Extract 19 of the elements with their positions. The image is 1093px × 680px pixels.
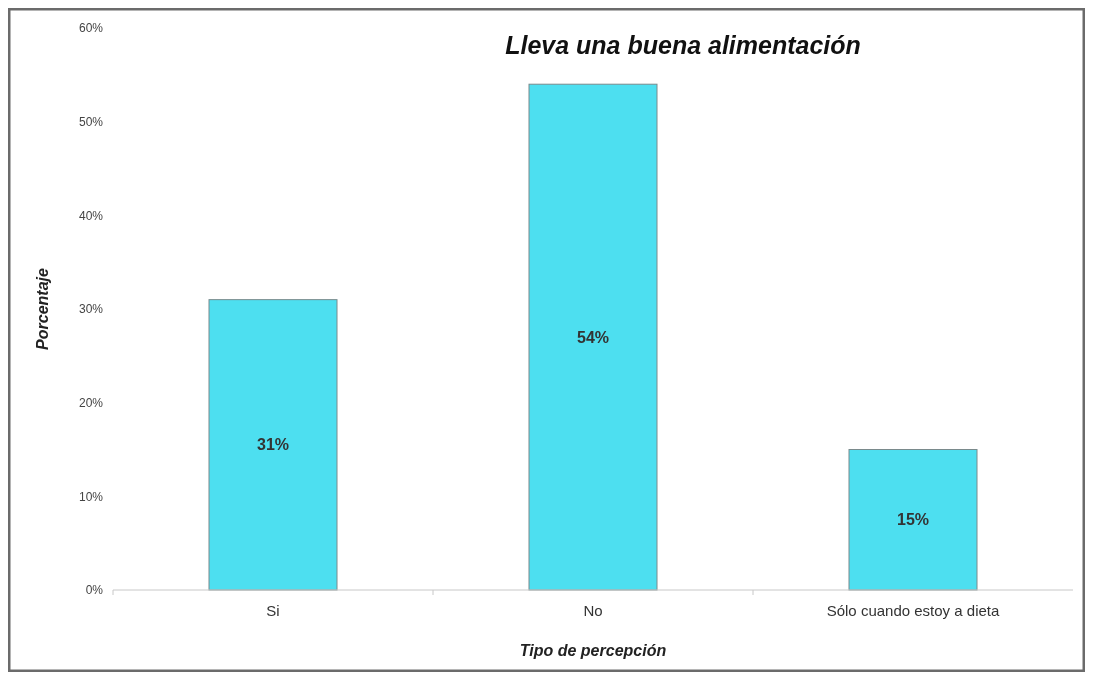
y-tick-label: 20% [78, 395, 104, 410]
y-axis-title: Porcentaje [34, 267, 51, 350]
x-tick-label: No [583, 602, 603, 619]
data-label: 31% [256, 436, 290, 454]
chart-title: Lleva una buena alimentación [505, 31, 861, 59]
bar [848, 449, 978, 591]
data-label: 54% [576, 328, 610, 346]
bar [528, 83, 658, 591]
y-tick-label: 60% [78, 21, 104, 36]
bar [208, 299, 338, 591]
y-tick-label: 50% [78, 114, 104, 129]
y-tick-label: 0% [85, 583, 104, 598]
y-tick-label: 10% [78, 489, 104, 504]
x-tick-label: Si [266, 602, 280, 619]
x-axis-title: Tipo de percepción [519, 642, 667, 659]
y-tick-label: 40% [78, 208, 104, 223]
x-tick-label: Sólo cuando estoy a dieta [826, 602, 1000, 619]
data-label: 15% [896, 511, 930, 529]
y-tick-label: 30% [78, 302, 104, 317]
